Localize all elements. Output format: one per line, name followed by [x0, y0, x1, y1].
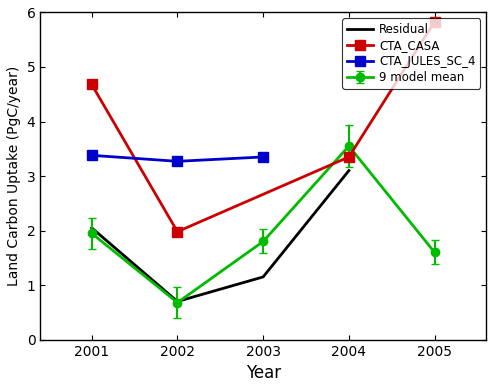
CTA_CASA [175, 230, 180, 234]
Residual [89, 226, 95, 230]
CTA_JULES_SC_4 [260, 154, 266, 159]
Residual [260, 275, 266, 279]
CTA_JULES_SC_4 [175, 159, 180, 164]
Y-axis label: Land Carbon Uptake (PgC/year): Land Carbon Uptake (PgC/year) [7, 66, 21, 286]
Residual [346, 168, 352, 173]
Line: CTA_JULES_SC_4: CTA_JULES_SC_4 [87, 151, 268, 166]
Legend: Residual, CTA_CASA, CTA_JULES_SC_4, 9 model mean: Residual, CTA_CASA, CTA_JULES_SC_4, 9 mo… [342, 18, 480, 89]
X-axis label: Year: Year [246, 364, 281, 382]
Line: CTA_CASA: CTA_CASA [87, 17, 439, 237]
CTA_JULES_SC_4 [89, 153, 95, 158]
CTA_CASA [89, 82, 95, 87]
Residual [175, 299, 180, 304]
CTA_CASA [432, 19, 438, 24]
Line: Residual: Residual [92, 171, 349, 301]
CTA_CASA [346, 154, 352, 159]
